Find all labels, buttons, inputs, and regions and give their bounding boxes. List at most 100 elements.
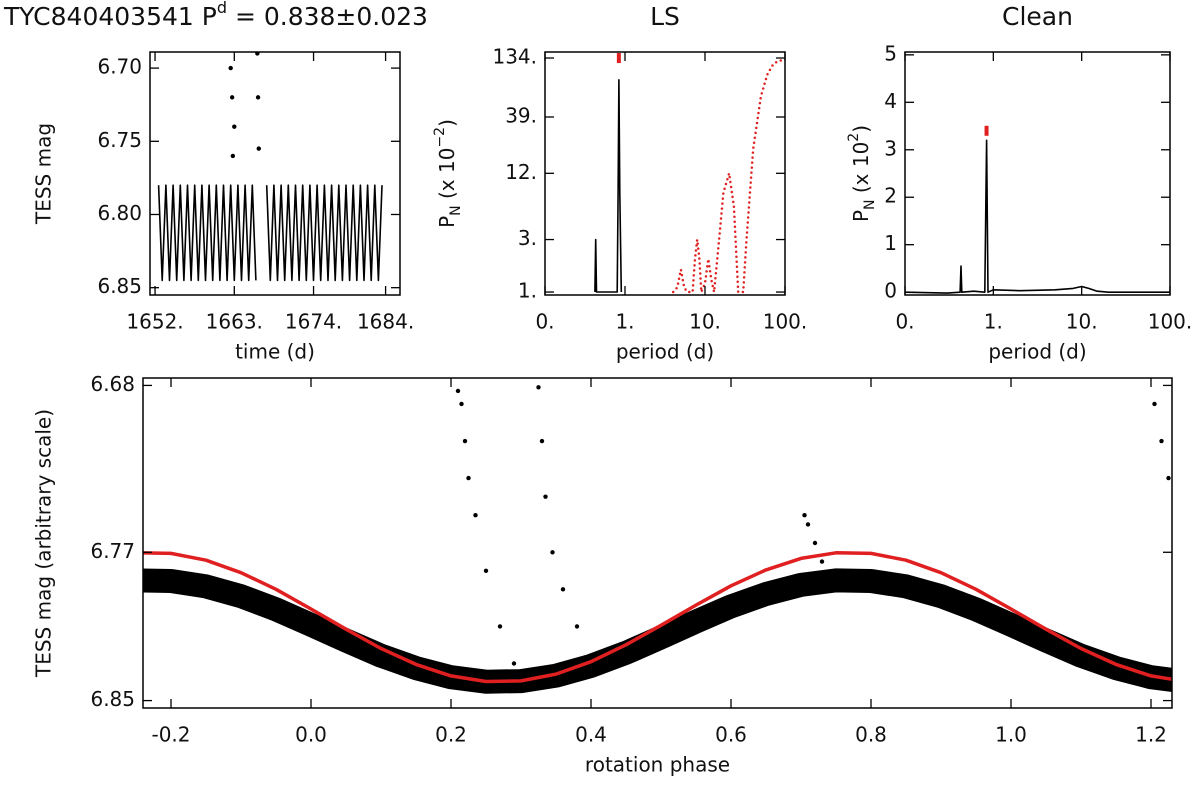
x-tick-label: 10. xyxy=(689,310,721,334)
x-tick-label: 1652. xyxy=(126,310,183,334)
y-axis-label-part: N xyxy=(448,205,464,215)
x-tick-label: 0. xyxy=(895,310,914,334)
plot-area xyxy=(157,52,383,282)
y-axis-label-part: (x 10 xyxy=(435,148,459,206)
y-axis-label: TESS mag xyxy=(32,123,56,225)
axes-frame xyxy=(149,51,401,296)
x-tick-label: 0.8 xyxy=(855,723,887,747)
panel-title: Clean xyxy=(1002,2,1073,31)
data-point xyxy=(550,550,555,555)
panel-title: LS xyxy=(650,2,680,31)
y-axis-label: PN (x 10−2) xyxy=(432,119,464,228)
x-axis-label: rotation phase xyxy=(585,753,730,777)
series-line xyxy=(594,79,623,293)
data-point xyxy=(255,52,260,56)
plot-area xyxy=(143,385,1184,694)
data-point xyxy=(574,624,580,629)
y-axis-label: TESS mag (arbitrary scale) xyxy=(32,409,56,678)
data-point xyxy=(511,661,517,666)
x-tick-label: 10. xyxy=(1066,310,1098,334)
x-tick-label: 0.6 xyxy=(715,723,747,747)
axes-frame xyxy=(904,51,1171,296)
y-tick-label: 6.85 xyxy=(97,274,142,298)
data-point xyxy=(232,124,237,129)
y-axis-label-part: (x 10 xyxy=(849,142,873,200)
x-tick-label: 0.2 xyxy=(435,723,467,747)
series-line xyxy=(143,568,1172,694)
data-point xyxy=(455,388,461,394)
x-tick-label: 1. xyxy=(615,310,634,334)
data-point xyxy=(812,540,818,546)
y-axis-label-part: −2 xyxy=(432,127,448,148)
x-tick-label: 1. xyxy=(984,310,1003,334)
data-point xyxy=(1166,475,1171,481)
fit-curve xyxy=(143,551,1172,684)
x-tick-label: 0. xyxy=(535,310,554,334)
data-point xyxy=(1173,513,1177,517)
title-rest: = 0.838±0.023 xyxy=(235,2,428,31)
data-point xyxy=(802,512,807,518)
x-tick-label: 1674. xyxy=(285,310,342,334)
y-tick-label: 0 xyxy=(884,279,897,303)
data-point xyxy=(1180,550,1184,554)
period-marker xyxy=(616,53,621,64)
data-point xyxy=(255,95,261,100)
y-tick-label: 5 xyxy=(884,41,897,65)
series-line xyxy=(905,139,1170,294)
data-point xyxy=(536,385,541,390)
y-tick-label: 6.85 xyxy=(90,687,135,711)
data-point xyxy=(466,475,471,481)
axes-frame xyxy=(142,377,1173,709)
data-point xyxy=(1159,438,1164,444)
data-point xyxy=(230,153,236,159)
y-tick-label: 6.75 xyxy=(97,128,142,152)
y-tick-label: 134. xyxy=(492,45,537,69)
data-point xyxy=(560,587,566,592)
y-tick-label: 4 xyxy=(884,89,897,113)
data-point xyxy=(462,438,468,444)
y-axis-label-part: P xyxy=(435,216,459,228)
data-point xyxy=(497,624,503,629)
y-tick-label: 3 xyxy=(884,136,897,160)
data-point xyxy=(1152,401,1157,407)
axes-frame xyxy=(544,51,786,296)
period-marker xyxy=(984,125,989,136)
y-axis-label: PN (x 102) xyxy=(846,125,878,222)
series-line xyxy=(671,58,785,294)
x-tick-label: -0.2 xyxy=(151,723,190,747)
y-tick-label: 6.68 xyxy=(90,372,135,396)
y-tick-label: 12. xyxy=(505,160,537,184)
title-main: TYC840403541 P xyxy=(3,2,217,31)
data-point xyxy=(595,652,601,657)
x-tick-label: 0.4 xyxy=(575,723,607,747)
y-axis-label-part: N xyxy=(862,200,878,210)
y-tick-label: 6.77 xyxy=(90,539,135,563)
data-point xyxy=(543,494,548,499)
plot-area xyxy=(905,139,1170,294)
y-axis-label-part: 2 xyxy=(846,133,862,142)
data-point xyxy=(473,512,478,518)
y-axis-label-part: P xyxy=(849,210,873,222)
data-point xyxy=(228,65,233,71)
x-tick-label: 1.2 xyxy=(1135,723,1167,747)
data-point xyxy=(229,95,235,100)
y-tick-label: 1. xyxy=(518,279,537,303)
x-axis-label: time (d) xyxy=(235,340,315,364)
y-tick-label: 1 xyxy=(884,231,897,255)
data-point xyxy=(256,146,261,151)
y-tick-label: 3. xyxy=(518,226,537,250)
x-axis-label: period (d) xyxy=(616,340,714,364)
y-tick-label: 6.80 xyxy=(97,201,142,225)
x-tick-label: 0.0 xyxy=(295,723,327,747)
y-axis-label-part: ) xyxy=(435,119,459,127)
x-tick-label: 1663. xyxy=(206,310,263,334)
x-tick-label: 100. xyxy=(763,310,808,334)
x-tick-label: 1.0 xyxy=(995,723,1027,747)
figure-title: TYC840403541 Pd = 0.838±0.023 xyxy=(3,0,428,31)
y-tick-label: 39. xyxy=(505,103,537,127)
data-point xyxy=(805,522,811,527)
plot-area xyxy=(594,58,785,294)
y-tick-label: 6.70 xyxy=(97,55,142,79)
y-axis-label-part: ) xyxy=(849,125,873,133)
